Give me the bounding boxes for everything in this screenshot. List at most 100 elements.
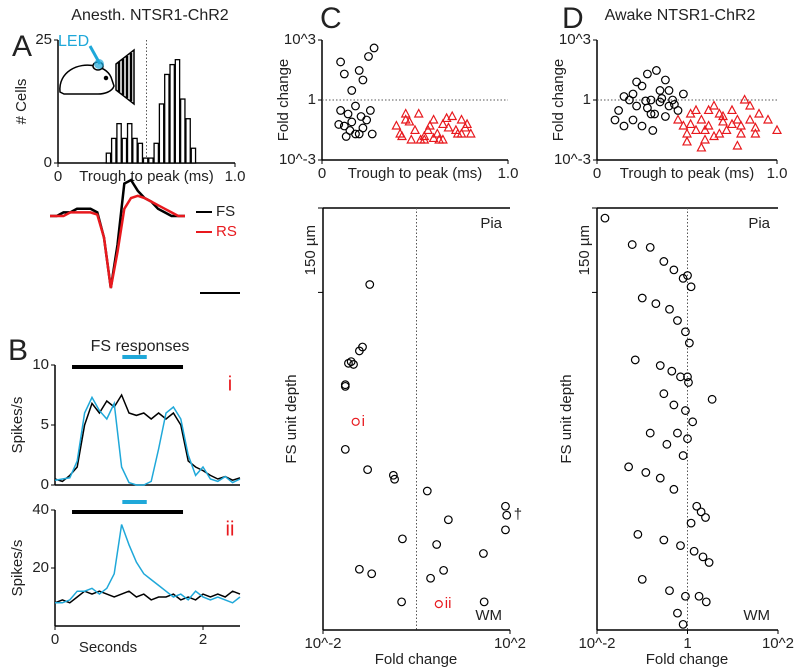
point	[683, 434, 692, 444]
point	[441, 112, 452, 123]
point	[637, 574, 647, 584]
point	[406, 134, 417, 144]
histogram-bar	[121, 137, 128, 164]
point	[630, 355, 640, 365]
point	[696, 114, 707, 124]
scale-bar-label: 150 µm	[576, 225, 593, 275]
y-tick-label: 1	[308, 91, 316, 108]
point	[650, 109, 659, 119]
bottom-label: WM	[475, 607, 502, 624]
point	[676, 541, 685, 550]
point	[354, 346, 364, 356]
point	[689, 546, 699, 556]
x-tick-label: 2	[199, 631, 207, 648]
x-axis-label: Seconds	[79, 639, 137, 656]
point	[655, 361, 665, 370]
point	[679, 89, 688, 99]
x-axis-label: Trough to peak (ms)	[620, 165, 755, 182]
point	[700, 124, 710, 135]
point	[619, 121, 629, 131]
point	[619, 92, 629, 101]
point	[633, 529, 643, 539]
point	[447, 110, 458, 121]
annotation: i	[362, 413, 365, 430]
y-tick-label: 25	[35, 31, 52, 48]
x-tick-label: 10^2	[494, 635, 526, 652]
point	[367, 569, 377, 579]
point	[718, 116, 728, 126]
point	[669, 265, 679, 275]
y-axis-label: Fold change	[550, 59, 567, 142]
series-line	[55, 524, 241, 604]
point	[628, 115, 638, 125]
point	[426, 573, 435, 583]
point	[645, 428, 655, 438]
histogram-bar	[110, 137, 117, 164]
point	[673, 428, 682, 438]
point	[410, 124, 420, 135]
point	[363, 465, 373, 475]
histogram-bar	[158, 103, 165, 164]
point	[721, 124, 732, 135]
histogram-bar	[132, 137, 138, 164]
histogram-bar	[126, 122, 133, 164]
point	[439, 565, 449, 575]
point	[614, 106, 623, 115]
point	[388, 470, 398, 480]
histogram-bar	[137, 142, 144, 164]
point	[340, 380, 350, 390]
point	[637, 81, 647, 91]
point	[479, 549, 488, 558]
point	[344, 358, 353, 368]
point	[354, 66, 364, 75]
point	[685, 118, 696, 129]
x-tick-label: 0	[54, 168, 62, 185]
point	[661, 75, 670, 85]
point	[651, 299, 661, 309]
y-tick-label: 10	[32, 356, 49, 373]
point	[428, 114, 439, 124]
point	[683, 271, 692, 280]
point	[479, 597, 489, 607]
point	[684, 378, 693, 387]
point	[349, 360, 358, 369]
point	[628, 89, 638, 99]
led-label: LED	[58, 33, 89, 50]
point	[641, 468, 651, 477]
point	[432, 540, 442, 549]
y-axis-label: Fold change	[275, 59, 292, 142]
point	[624, 462, 634, 472]
panel-letter: C	[320, 2, 342, 35]
point	[659, 535, 669, 545]
point	[400, 108, 411, 118]
point	[641, 96, 650, 106]
point	[709, 130, 719, 141]
x-tick-label: 1.0	[498, 165, 519, 182]
point	[643, 103, 652, 113]
point	[434, 134, 445, 144]
point	[465, 128, 476, 138]
condition-tag: i	[228, 373, 232, 395]
point	[422, 486, 432, 496]
point	[646, 95, 656, 105]
point	[637, 293, 647, 303]
point	[437, 118, 448, 129]
point	[709, 100, 719, 110]
point	[356, 112, 366, 121]
chart-title: FS responses	[91, 338, 190, 355]
y-tick-label: 10^-3	[279, 151, 316, 168]
point	[452, 128, 463, 138]
histogram-bar	[148, 157, 154, 164]
point	[423, 124, 434, 135]
point	[727, 118, 737, 129]
panel-letter: A	[12, 30, 32, 63]
point	[648, 126, 658, 135]
point	[683, 372, 692, 382]
histogram-bar	[142, 157, 149, 164]
point	[456, 114, 467, 124]
point	[678, 120, 689, 130]
point	[404, 116, 415, 126]
point	[681, 406, 690, 415]
point	[670, 100, 679, 109]
point	[432, 128, 443, 138]
